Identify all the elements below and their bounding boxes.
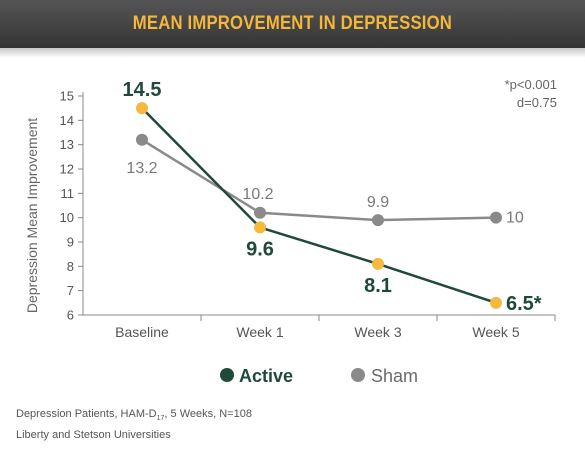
sham-point [136, 133, 148, 146]
sham-point [372, 214, 384, 227]
y-tick-label: 15 [60, 89, 74, 104]
active-point [490, 296, 502, 309]
y-tick-label: 14 [60, 113, 74, 128]
y-tick-label: 11 [61, 186, 75, 201]
line-chart: 6 7 8 9 10 11 12 13 14 15 Baseline Week 1 Week 3 Week… [24, 77, 557, 386]
title-bar: MEAN IMPROVEMENT IN DEPRESSION [0, 0, 585, 48]
active-series-line [141, 107, 497, 305]
y-tick-label: 13 [60, 137, 74, 152]
stats-pvalue: *p<0.001 [505, 77, 557, 92]
footer-line-2: Liberty and Stetson Universities [16, 429, 171, 442]
sham-data-label: 13.2 [126, 160, 157, 177]
active-point [372, 257, 384, 270]
sham-series-line [141, 138, 497, 222]
stats-effect-size: d=0.75 [517, 95, 557, 110]
footer-note: Depression Patients, HAM-D17, 5 Weeks, N… [16, 406, 252, 443]
x-tick-label: Week 3 [354, 324, 401, 340]
sham-data-label: 10.2 [242, 186, 273, 203]
sham-point [254, 206, 266, 219]
active-data-label: 9.6 [246, 238, 274, 260]
legend-active-marker [220, 368, 234, 382]
active-point [136, 102, 148, 115]
y-tick-label: 7 [67, 283, 74, 298]
sham-data-label: 9.9 [367, 194, 389, 211]
title-shadow [0, 48, 585, 58]
y-tick-label: 9 [67, 235, 74, 250]
chart-title: MEAN IMPROVEMENT IN DEPRESSION [132, 13, 453, 34]
y-tick-label: 12 [60, 162, 74, 177]
active-point [254, 221, 266, 234]
active-data-label: 8.1 [364, 275, 392, 297]
y-tick-label: 8 [67, 259, 74, 274]
y-axis-label: Depression Mean Improvement [24, 118, 40, 313]
sham-point [490, 211, 502, 224]
sham-data-label: 10 [506, 210, 524, 227]
y-tick-label: 6 [67, 308, 74, 323]
legend-sham-marker [351, 368, 365, 382]
x-tick-label: Baseline [115, 324, 169, 340]
legend-sham-label: Sham [371, 366, 418, 386]
active-data-label: 6.5* [506, 293, 542, 315]
y-tick-label: 10 [60, 210, 74, 225]
legend-active-label: Active [239, 366, 293, 386]
footer-line-1: Depression Patients, HAM-D17, 5 Weeks, N… [16, 408, 252, 423]
active-data-label: 14.5 [123, 79, 162, 101]
x-tick-label: Week 1 [236, 324, 283, 340]
x-tick-label: Week 5 [472, 324, 519, 340]
